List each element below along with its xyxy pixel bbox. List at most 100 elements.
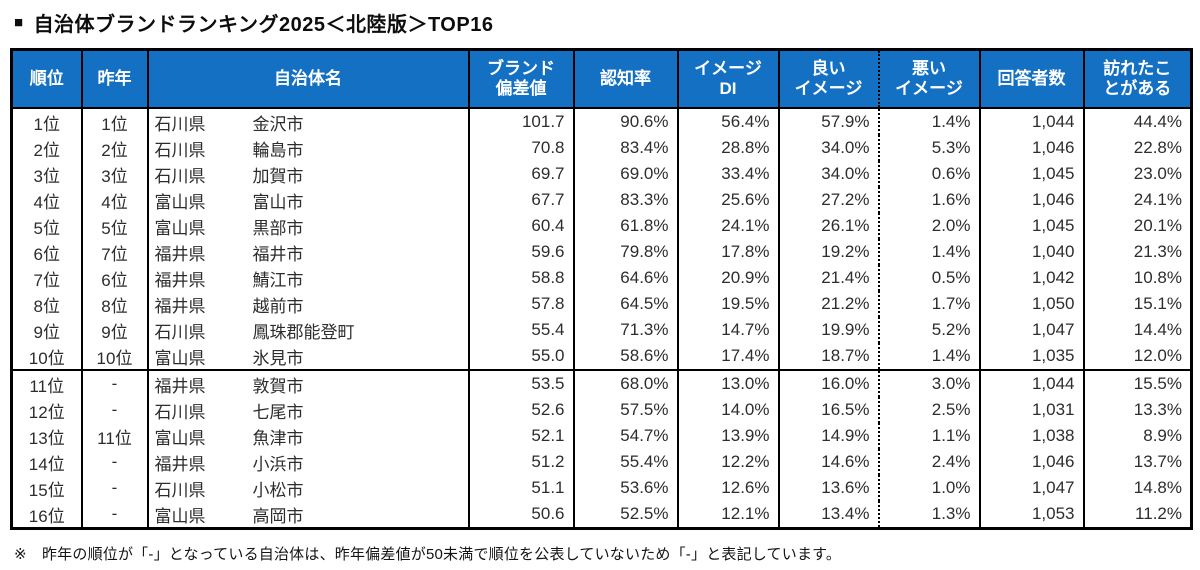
- cell-visited: 44.4%: [1082, 108, 1193, 135]
- cell-last-year: 6位: [80, 265, 149, 291]
- cell-last-year: 10位: [80, 343, 149, 370]
- cell-image-di: 12.6%: [676, 475, 780, 501]
- city-name: 小浜市: [252, 454, 304, 474]
- cell-recognition-rate: 52.5%: [572, 501, 679, 529]
- prefecture-name: 福井県: [154, 244, 206, 264]
- cell-recognition-rate: 55.4%: [572, 449, 679, 475]
- cell-image-di: 13.9%: [676, 423, 780, 449]
- cell-last-year: 9位: [80, 317, 149, 343]
- cell-respondents: 1,045: [978, 213, 1085, 239]
- cell-last-year: 7位: [80, 239, 149, 265]
- cell-visited: 15.5%: [1082, 370, 1193, 397]
- cell-rank: 12位: [10, 397, 83, 423]
- cell-bad-image: 2.0%: [877, 213, 981, 239]
- cell-recognition-rate: 58.6%: [572, 343, 679, 370]
- cell-bad-image: 1.7%: [877, 291, 981, 317]
- cell-image-di: 17.8%: [676, 239, 780, 265]
- table-row: 12位 - 石川県 七尾市 52.6 57.5% 14.0% 16.5% 2.5%…: [10, 397, 1193, 423]
- col-header-municipality: 自治体名: [146, 48, 470, 109]
- cell-brand-score: 60.4: [467, 213, 575, 239]
- cell-respondents: 1,045: [978, 161, 1085, 187]
- cell-good-image: 34.0%: [777, 161, 880, 187]
- cell-municipality: 富山県 氷見市: [146, 343, 470, 370]
- cell-rank: 4位: [10, 187, 83, 213]
- cell-recognition-rate: 90.6%: [572, 108, 679, 135]
- cell-last-year: -: [80, 501, 149, 529]
- rank11-16-row-group: 11位 - 福井県 敦賀市 53.5 68.0% 13.0% 16.0% 3.0%…: [10, 370, 1193, 529]
- cell-bad-image: 5.3%: [877, 135, 981, 161]
- city-name: 福井市: [252, 244, 304, 264]
- cell-visited: 8.9%: [1082, 423, 1193, 449]
- cell-bad-image: 1.6%: [877, 187, 981, 213]
- cell-image-di: 28.8%: [676, 135, 780, 161]
- header-row: 順位 昨年 自治体名 ブランド 偏差値 認知率 イメージ DI 良い イメージ …: [10, 48, 1193, 109]
- col-header-good-image: 良い イメージ: [777, 48, 880, 109]
- cell-municipality: 石川県 加賀市: [146, 161, 470, 187]
- cell-last-year: -: [80, 475, 149, 501]
- cell-recognition-rate: 64.5%: [572, 291, 679, 317]
- city-name: 加賀市: [252, 166, 304, 186]
- cell-good-image: 13.6%: [777, 475, 880, 501]
- top10-row-group: 1位 1位 石川県 金沢市 101.7 90.6% 56.4% 57.9% 1.4…: [10, 108, 1193, 370]
- prefecture-name: 福井県: [154, 270, 206, 290]
- cell-good-image: 14.9%: [777, 423, 880, 449]
- cell-image-di: 19.5%: [676, 291, 780, 317]
- cell-bad-image: 0.5%: [877, 265, 981, 291]
- cell-last-year: 4位: [80, 187, 149, 213]
- prefecture-name: 石川県: [154, 322, 206, 342]
- city-name: 富山市: [252, 192, 304, 212]
- cell-last-year: -: [80, 370, 149, 397]
- cell-respondents: 1,031: [978, 397, 1085, 423]
- cell-image-di: 17.4%: [676, 343, 780, 370]
- table-row: 5位 5位 富山県 黒部市 60.4 61.8% 24.1% 26.1% 2.0%…: [10, 213, 1193, 239]
- cell-brand-score: 51.2: [467, 449, 575, 475]
- cell-municipality: 福井県 鯖江市: [146, 265, 470, 291]
- city-name: 氷見市: [252, 348, 304, 368]
- cell-last-year: 3位: [80, 161, 149, 187]
- cell-recognition-rate: 64.6%: [572, 265, 679, 291]
- cell-visited: 24.1%: [1082, 187, 1193, 213]
- cell-good-image: 27.2%: [777, 187, 880, 213]
- col-header-visited: 訪れたこ とがある: [1082, 48, 1193, 109]
- city-name: 魚津市: [252, 428, 304, 448]
- cell-image-di: 14.0%: [676, 397, 780, 423]
- table-row: 10位 10位 富山県 氷見市 55.0 58.6% 17.4% 18.7% 1.…: [10, 343, 1193, 370]
- cell-image-di: 12.2%: [676, 449, 780, 475]
- cell-recognition-rate: 68.0%: [572, 370, 679, 397]
- cell-municipality: 石川県 輪島市: [146, 135, 470, 161]
- city-name: 高岡市: [252, 506, 304, 526]
- cell-recognition-rate: 79.8%: [572, 239, 679, 265]
- cell-rank: 7位: [10, 265, 83, 291]
- cell-brand-score: 52.1: [467, 423, 575, 449]
- cell-good-image: 19.2%: [777, 239, 880, 265]
- prefecture-name: 富山県: [154, 506, 206, 526]
- cell-rank: 2位: [10, 135, 83, 161]
- city-name: 輪島市: [252, 140, 304, 160]
- cell-visited: 22.8%: [1082, 135, 1193, 161]
- prefecture-name: 石川県: [154, 140, 206, 160]
- cell-municipality: 石川県 金沢市: [146, 108, 470, 135]
- cell-recognition-rate: 53.6%: [572, 475, 679, 501]
- cell-rank: 14位: [10, 449, 83, 475]
- page-title-text: 自治体ブランドランキング2025＜北陸版＞TOP16: [33, 14, 494, 36]
- table-row: 15位 - 石川県 小松市 51.1 53.6% 12.6% 13.6% 1.0%…: [10, 475, 1193, 501]
- cell-respondents: 1,038: [978, 423, 1085, 449]
- cell-image-di: 25.6%: [676, 187, 780, 213]
- cell-bad-image: 2.4%: [877, 449, 981, 475]
- cell-brand-score: 55.4: [467, 317, 575, 343]
- cell-image-di: 33.4%: [676, 161, 780, 187]
- city-name: 鳳珠郡能登町: [252, 322, 355, 342]
- table-row: 6位 7位 福井県 福井市 59.6 79.8% 17.8% 19.2% 1.4%…: [10, 239, 1193, 265]
- cell-municipality: 富山県 黒部市: [146, 213, 470, 239]
- cell-last-year: -: [80, 449, 149, 475]
- cell-rank: 5位: [10, 213, 83, 239]
- prefecture-name: 富山県: [154, 348, 206, 368]
- cell-respondents: 1,050: [978, 291, 1085, 317]
- cell-last-year: -: [80, 397, 149, 423]
- col-header-recognition: 認知率: [572, 48, 679, 109]
- cell-image-di: 24.1%: [676, 213, 780, 239]
- cell-recognition-rate: 54.7%: [572, 423, 679, 449]
- cell-municipality: 福井県 敦賀市: [146, 370, 470, 397]
- cell-rank: 16位: [10, 501, 83, 529]
- cell-image-di: 14.7%: [676, 317, 780, 343]
